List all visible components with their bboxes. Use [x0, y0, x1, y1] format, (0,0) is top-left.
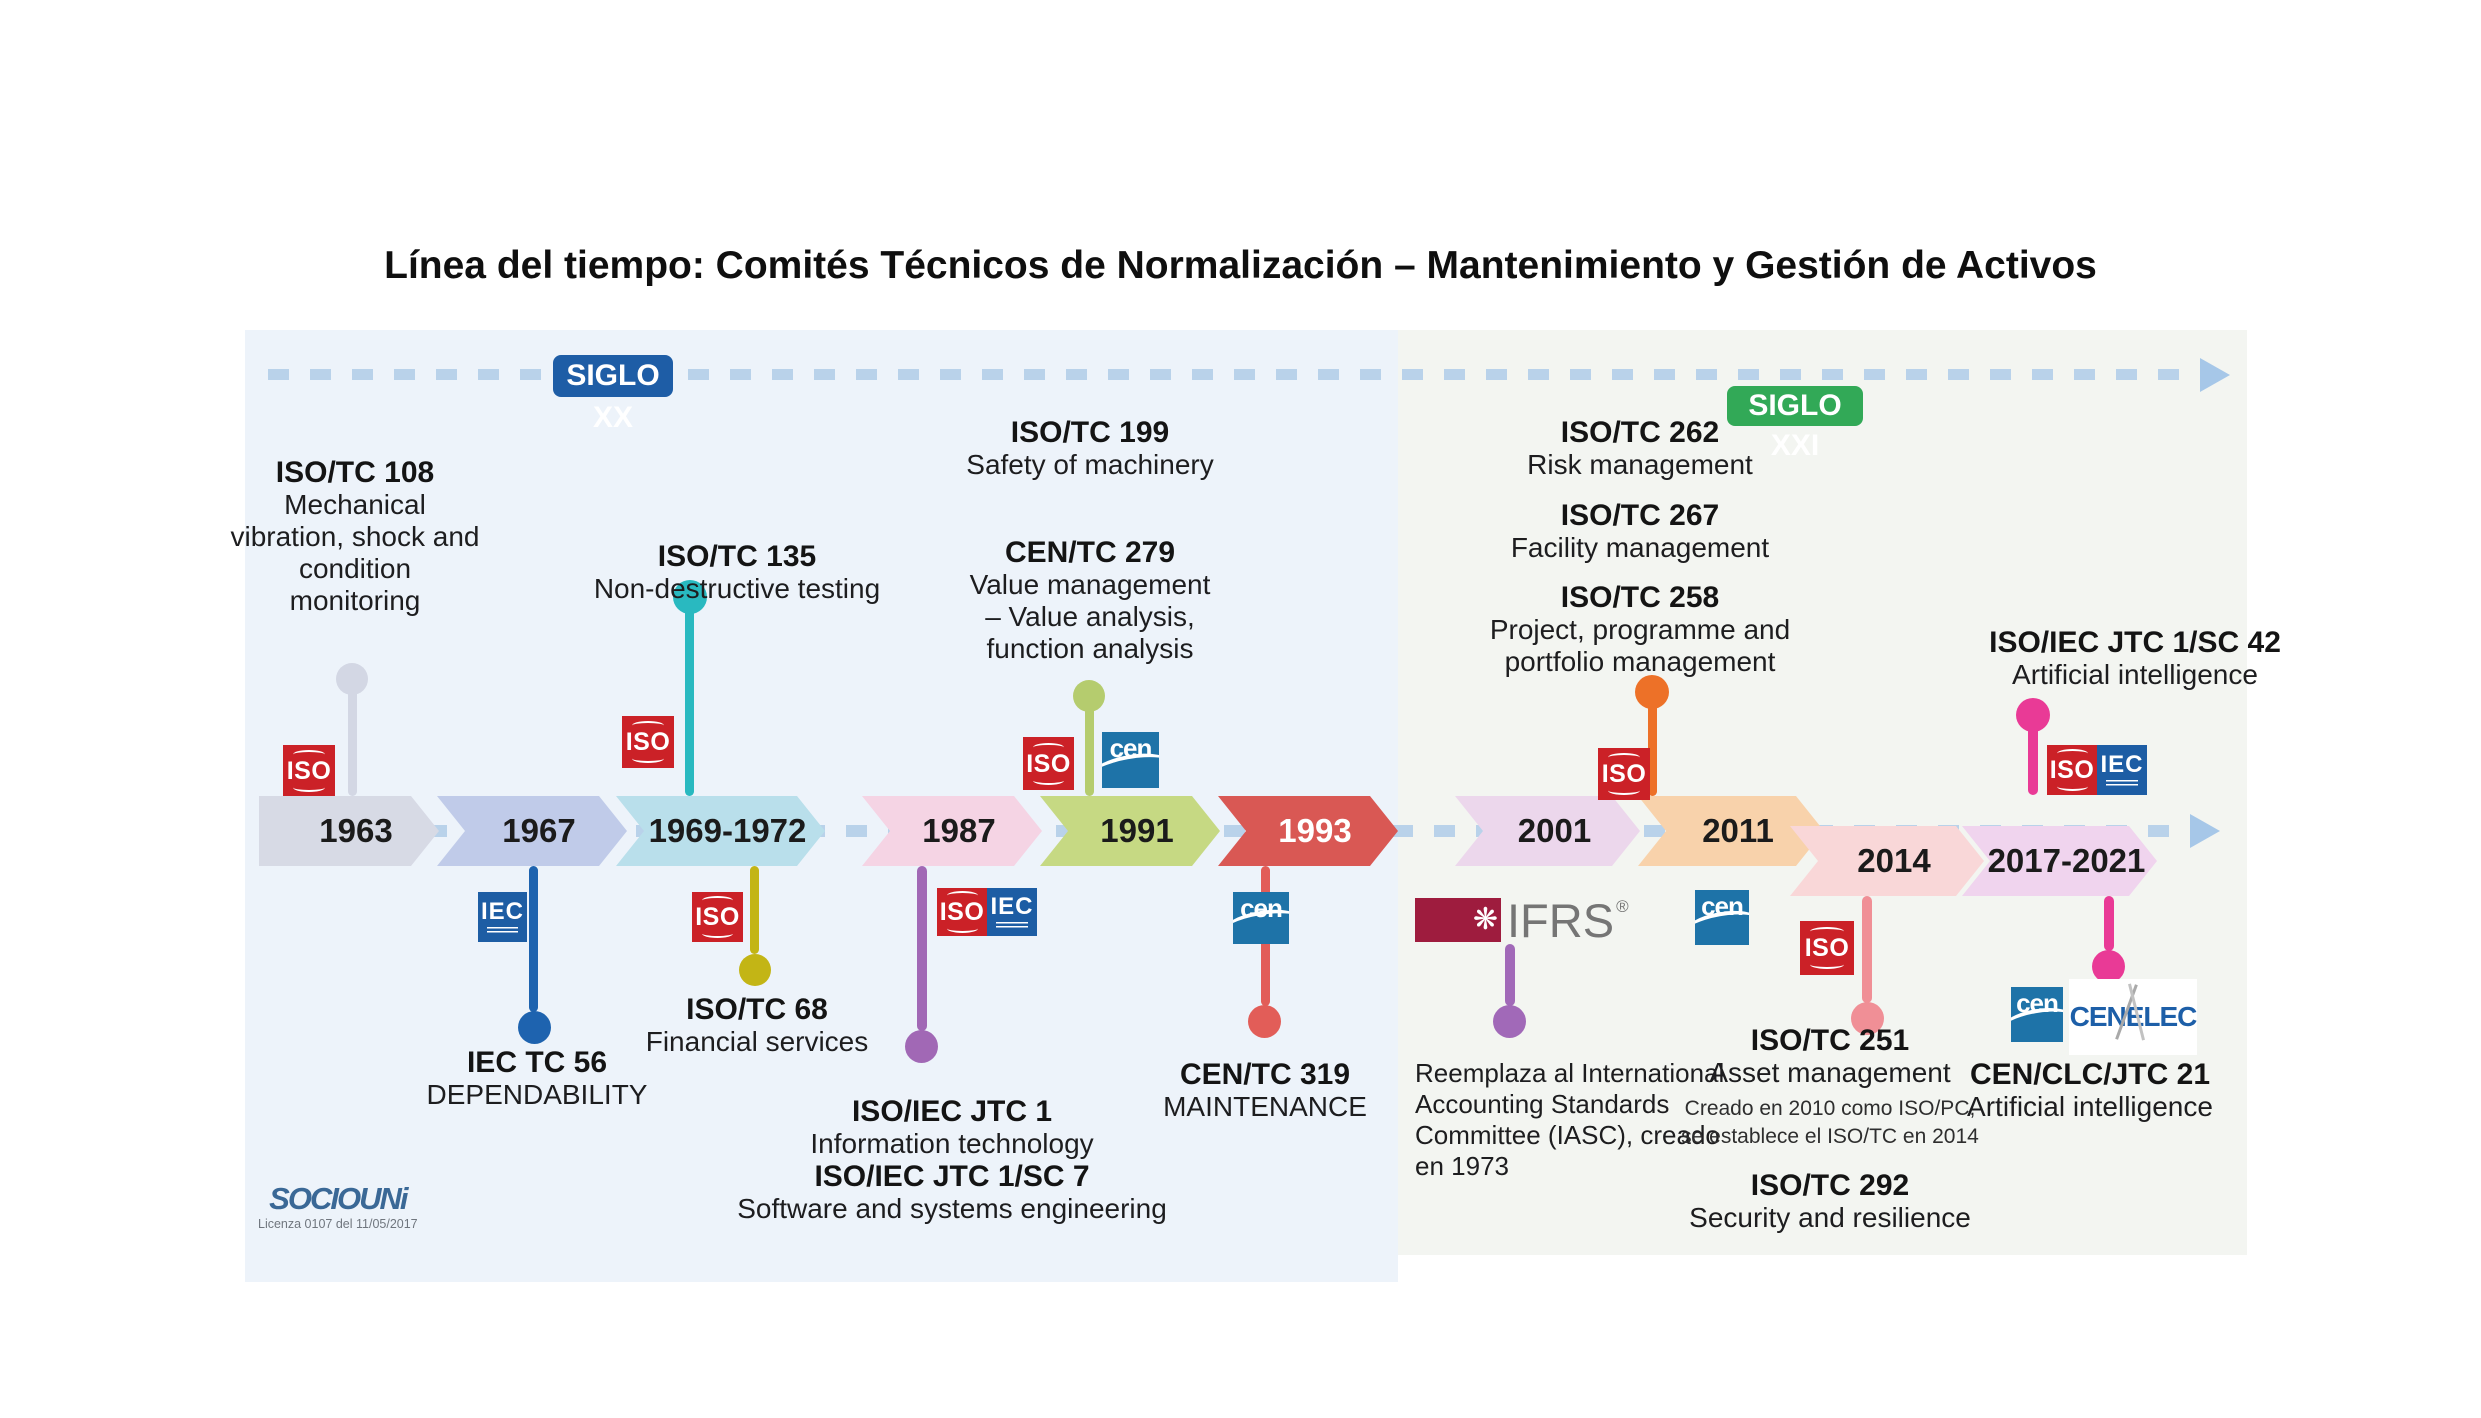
- iso-logo: ISO: [2047, 745, 2097, 795]
- ifrs-flower-icon: ❋: [1472, 903, 1498, 936]
- marker-stick-tc258: [1648, 692, 1657, 796]
- committee-jtc1: ISO/IEC JTC 1 Information technology ISO…: [737, 1095, 1167, 1224]
- year-chevron-1991: 1991: [1040, 796, 1220, 866]
- committee-tc258: ISO/TC 258 Project, programme and portfo…: [1489, 581, 1791, 677]
- iec-lines-icon: [486, 926, 519, 935]
- marker-stick-sc42: [2028, 715, 2038, 795]
- iso-logo: ISO: [622, 716, 674, 768]
- marker-stick-tc68: [750, 866, 759, 954]
- globe-icon: [1032, 742, 1065, 752]
- globe-icon: [701, 929, 734, 938]
- globe-icon: [946, 924, 978, 933]
- marker-stick-ifrs: [1505, 944, 1515, 1006]
- era-badge-siglo-xx: SIGLO XX: [553, 355, 673, 434]
- marker-stick-tc279: [1085, 696, 1094, 796]
- committee-tc56: IEC TC 56 DEPENDABILITY: [426, 1046, 648, 1110]
- year-chevron-1967: 1967: [437, 796, 627, 866]
- cen-logo: cen: [1233, 892, 1289, 944]
- iso-logo: ISO: [1800, 921, 1854, 975]
- globe-icon: [2056, 782, 2088, 791]
- marker-ball-jtc1: [905, 1030, 938, 1063]
- marker-stick-jtc21: [2104, 896, 2114, 951]
- globe-icon: [946, 891, 978, 900]
- marker-ball-tc251: [1851, 1002, 1884, 1035]
- year-chevron-2011: 2011: [1638, 796, 1824, 866]
- cen-logo: cen: [2011, 987, 2063, 1042]
- marker-ball-tc279: [1073, 680, 1105, 712]
- committee-jtc21: CEN/CLC/JTC 21 Artificial intelligence: [1967, 1058, 2213, 1122]
- globe-icon: [2056, 749, 2088, 758]
- year-chevron-2014: 2014: [1790, 826, 1984, 896]
- era-badge-siglo-xxi: SIGLO XXI: [1727, 386, 1863, 462]
- committee-tc267: ISO/TC 267 Facility management: [1510, 499, 1770, 563]
- globe-icon: [1607, 786, 1641, 795]
- marker-stick-jtc1: [917, 866, 927, 1031]
- committee-tc279: CEN/TC 279 Value management – Value anal…: [969, 536, 1211, 664]
- ifrs-box: ❋: [1415, 898, 1501, 942]
- iso-logo: ISO: [283, 745, 335, 796]
- marker-ball-tc258: [1635, 675, 1669, 709]
- cen-logo: cen: [1695, 890, 1749, 945]
- marker-stick-tc108: [348, 679, 357, 796]
- iec-logo: IEC: [2097, 745, 2147, 795]
- globe-icon: [292, 749, 326, 759]
- committee-sc42: ISO/IEC JTC 1/SC 42 Artificial intellige…: [1989, 626, 2281, 690]
- year-chevron-1969-1972: 1969-1972: [616, 796, 825, 866]
- year-chevron-2001: 2001: [1455, 796, 1640, 866]
- year-chevron-1963: 1963: [259, 796, 439, 866]
- iec-lines-icon: [996, 921, 1028, 930]
- globe-icon: [1607, 753, 1641, 762]
- committee-tc262: ISO/TC 262 Risk management: [1527, 416, 1753, 480]
- globe-icon: [1810, 927, 1844, 936]
- marker-stick-tc135: [685, 597, 694, 796]
- globe-icon: [701, 896, 734, 905]
- year-chevron-1993: 1993: [1218, 796, 1398, 866]
- top-arrowhead-icon: [2200, 358, 2230, 392]
- cenelec-logo: CENELEC: [2069, 979, 2197, 1055]
- socioun-logo: SOCIOUNi Licenza 0107 del 11/05/2017: [258, 1181, 418, 1232]
- committee-tc319: CEN/TC 319 MAINTENANCE: [1163, 1058, 1367, 1122]
- marker-ball-jtc21: [2092, 950, 2125, 983]
- marker-stick-tc56: [529, 866, 538, 1012]
- iso-logo: ISO: [1023, 737, 1074, 790]
- cen-logo: cen: [1102, 732, 1159, 788]
- marker-stick-tc251: [1862, 896, 1872, 1003]
- marker-ball-tc68: [739, 954, 771, 986]
- globe-icon: [631, 754, 665, 763]
- year-chevron-1987: 1987: [862, 796, 1042, 866]
- committee-tc68: ISO/TC 68 Financial services: [645, 993, 869, 1057]
- marker-ball-ifrs: [1493, 1005, 1526, 1038]
- globe-icon: [1810, 960, 1844, 969]
- committee-tc199: ISO/TC 199 Safety of machinery: [966, 416, 1214, 480]
- ifrs-note: Reemplaza al International Accounting St…: [1415, 1058, 1725, 1181]
- marker-ball-tc108: [336, 663, 368, 695]
- committee-tc135: ISO/TC 135 Non-destructive testing: [593, 540, 881, 604]
- marker-ball-sc42: [2016, 698, 2050, 732]
- committee-tc251: ISO/TC 251 Asset management Creado en 20…: [1681, 1024, 1979, 1233]
- committee-tc108: ISO/TC 108 Mechanical vibration, shock a…: [230, 456, 480, 616]
- panel-siglo-xx: [245, 330, 1398, 1282]
- marker-ball-tc319: [1248, 1005, 1281, 1038]
- marker-ball-tc56: [518, 1011, 551, 1044]
- iso-logo: ISO: [937, 888, 987, 936]
- globe-icon: [292, 783, 326, 792]
- marker-ball-tc135: [673, 580, 707, 614]
- ifrs-logo: ❋ IFRS ®: [1415, 897, 1629, 944]
- globe-icon: [1032, 776, 1065, 785]
- iec-logo: IEC: [478, 892, 527, 942]
- iec-lines-icon: [2106, 779, 2138, 788]
- iec-logo: IEC: [987, 888, 1037, 936]
- iso-logo: ISO: [1598, 748, 1650, 800]
- page-title: Línea del tiempo: Comités Técnicos de No…: [384, 244, 2097, 287]
- top-dashed-line: [268, 369, 2200, 380]
- iso-logo: ISO: [692, 892, 743, 942]
- globe-icon: [631, 721, 665, 730]
- year-chevron-2017-2021: 2017-2021: [1962, 826, 2157, 896]
- timeline-arrowhead-icon: [2190, 814, 2220, 848]
